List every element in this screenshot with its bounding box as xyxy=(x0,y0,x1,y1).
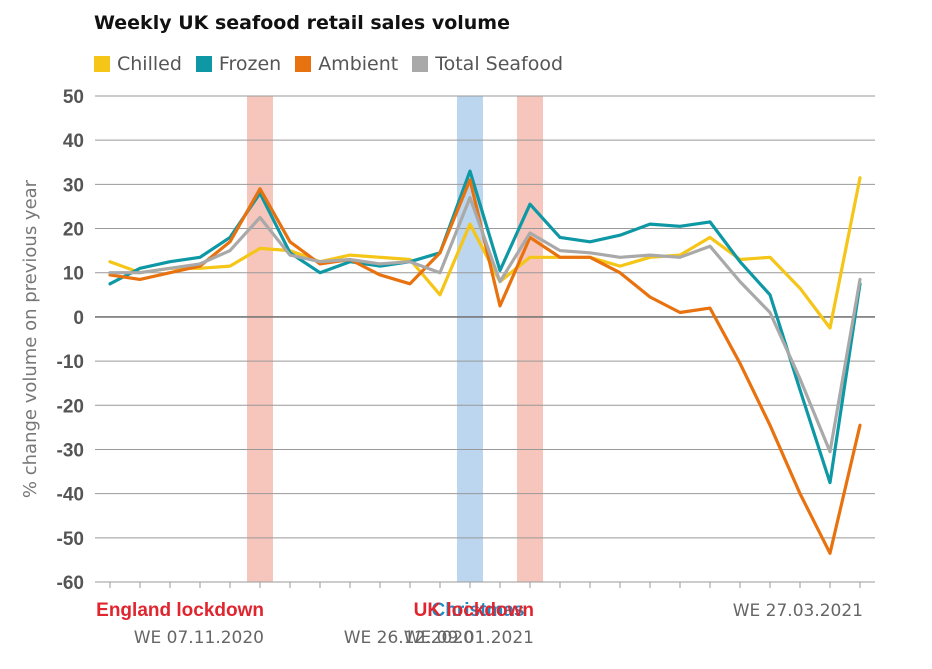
event-label-0: England lockdown xyxy=(96,600,264,621)
legend-item-total-seafood: Total Seafood xyxy=(412,53,563,75)
y-tick-label: 50 xyxy=(63,87,84,108)
y-tick-label: 30 xyxy=(63,175,84,196)
series-line-total-seafood xyxy=(108,196,862,454)
highlight-band-0 xyxy=(247,96,273,582)
y-tick-label: 10 xyxy=(63,264,84,285)
y-tick-label: 0 xyxy=(73,308,84,329)
y-tick-label: -20 xyxy=(57,396,84,417)
chart-title: Weekly UK seafood retail sales volume xyxy=(94,12,510,34)
legend-label-frozen: Frozen xyxy=(218,53,282,75)
legend-swatch-frozen xyxy=(195,56,212,72)
series-line-frozen xyxy=(108,169,862,485)
highlight-band-1 xyxy=(457,96,483,582)
legend-item-frozen: Frozen xyxy=(195,53,282,75)
y-tick-label: -10 xyxy=(57,352,84,373)
y-tick-label: 40 xyxy=(63,131,84,152)
legend-label-chilled: Chilled xyxy=(117,53,182,75)
event-label-2: UK lockdown xyxy=(414,600,534,621)
y-axis-label: % change volume on previous year xyxy=(20,179,41,498)
legend-item-ambient: Ambient xyxy=(295,53,398,75)
legend-swatch-chilled xyxy=(94,56,110,72)
event-date-2: WE 09.01.2021 xyxy=(404,628,534,648)
y-tick-label: -60 xyxy=(57,573,84,594)
event-date-0: WE 07.11.2020 xyxy=(134,628,264,648)
legend-swatch-total-seafood xyxy=(412,56,429,72)
legend-item-chilled: Chilled xyxy=(94,53,182,75)
y-tick-label: -40 xyxy=(57,485,84,506)
highlight-band-2 xyxy=(517,96,543,582)
event-label-1: Christmas xyxy=(432,600,525,621)
y-tick-label: -50 xyxy=(57,529,84,550)
y-tick-label: 20 xyxy=(63,220,84,241)
end-date-label: WE 27.03.2021 xyxy=(733,601,863,621)
legend-label-ambient: Ambient xyxy=(318,53,399,75)
y-tick-label: -30 xyxy=(57,440,84,461)
event-date-1: WE 26.12.2020 xyxy=(344,628,474,648)
legend-label-total-seafood: Total Seafood xyxy=(435,53,564,75)
legend: Chilled Frozen Ambient Total Seafood xyxy=(94,53,563,75)
legend-swatch-ambient xyxy=(295,56,312,72)
